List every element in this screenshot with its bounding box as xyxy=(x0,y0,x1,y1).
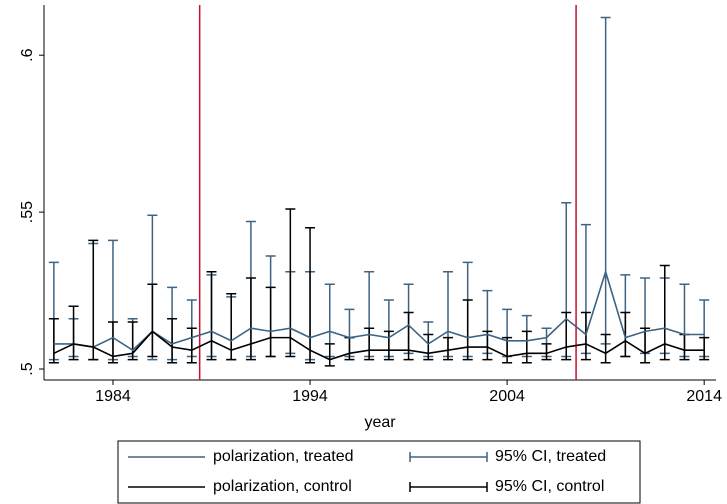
legend xyxy=(117,440,641,504)
x-tick-label: 1984 xyxy=(95,388,131,405)
ci-bar xyxy=(699,336,710,361)
legend-swatch xyxy=(409,482,488,492)
legend-swatch xyxy=(409,452,488,462)
ci-bar xyxy=(561,311,572,361)
ci-bar xyxy=(442,336,453,361)
ci-bar xyxy=(265,286,276,358)
ci-bar xyxy=(245,277,256,361)
ci-bar xyxy=(580,311,591,361)
ci-bar xyxy=(364,327,375,361)
ci-bar xyxy=(620,311,631,358)
ci-bar xyxy=(521,330,532,364)
ci-bar xyxy=(482,330,493,361)
ci-bar xyxy=(68,305,79,361)
ci-bar xyxy=(226,292,237,361)
series-line xyxy=(53,330,705,361)
x-tick-label: 2004 xyxy=(489,388,525,405)
legend-label: 95% CI, treated xyxy=(495,448,606,465)
x-tick-label: 2014 xyxy=(686,388,722,405)
ci-bar xyxy=(640,327,651,364)
ci-bar xyxy=(186,327,197,364)
ci-bar xyxy=(305,227,316,364)
ci-bar xyxy=(403,311,414,361)
ci-bar xyxy=(383,330,394,361)
series-line xyxy=(53,269,705,352)
ci-bar xyxy=(600,333,611,364)
legend-label: 95% CI, control xyxy=(495,478,604,495)
y-tick-label: .55 xyxy=(19,201,36,223)
legend-label: polarization, control xyxy=(213,478,352,495)
ci-bar xyxy=(541,343,552,361)
y-tick-label: .6 xyxy=(19,48,36,61)
ci-bar xyxy=(502,336,513,364)
x-tick-label: 1994 xyxy=(292,388,328,405)
ci-bar xyxy=(462,299,473,361)
ci-bar xyxy=(206,270,217,361)
x-axis-label: year xyxy=(364,414,396,431)
ci-bar xyxy=(324,343,335,367)
ci-bar xyxy=(167,318,178,364)
legend-label: polarization, treated xyxy=(213,448,354,465)
ci-bar xyxy=(423,333,434,361)
ci-bar xyxy=(48,318,59,364)
ci-bar xyxy=(88,239,99,361)
ci-bar xyxy=(285,208,296,358)
y-tick-label: .5 xyxy=(19,362,36,375)
ci-bar xyxy=(147,283,158,358)
